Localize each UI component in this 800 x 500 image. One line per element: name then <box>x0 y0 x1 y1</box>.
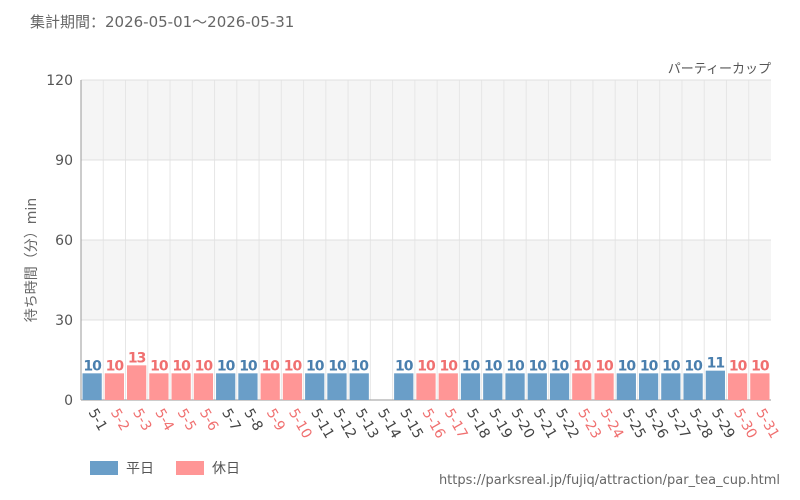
bar-value-label: 10 <box>328 358 347 374</box>
chart-title: パーティーカップ <box>668 62 771 77</box>
period-label: 集計期間：2026-05-01～2026-05-31 <box>30 13 295 31</box>
legend-label-holiday: 休日 <box>212 461 240 477</box>
bar <box>549 373 570 400</box>
legend-item-weekday: 平日 <box>90 458 154 478</box>
bar-value-label: 10 <box>529 358 548 374</box>
legend-label-weekday: 平日 <box>126 461 154 477</box>
y-tick-label: 0 <box>64 393 73 409</box>
bar-value-label: 10 <box>172 358 191 374</box>
bar <box>282 373 303 400</box>
bar <box>394 373 414 400</box>
bar <box>149 373 169 400</box>
bar-value-label: 10 <box>640 358 659 374</box>
bar <box>661 373 681 400</box>
x-tick-label: 5-8 <box>240 406 265 434</box>
bar <box>327 373 347 400</box>
bar <box>527 373 547 400</box>
x-tick-label: 5-5 <box>174 406 199 434</box>
bar <box>750 373 770 400</box>
y-axis-label: 待ち時間（分）min <box>24 198 40 322</box>
bar-value-label: 10 <box>506 358 525 374</box>
legend-item-holiday: 休日 <box>176 458 240 478</box>
bar <box>260 373 280 400</box>
bar <box>305 373 325 400</box>
bar-value-label: 10 <box>106 358 125 374</box>
x-tick-label: 5-9 <box>263 406 288 434</box>
bar-value-label: 10 <box>729 358 748 374</box>
bar-value-label: 10 <box>462 358 481 374</box>
x-tick-label: 5-6 <box>196 406 221 434</box>
bar <box>594 373 614 400</box>
bar <box>82 373 102 400</box>
bar <box>638 373 659 400</box>
bar <box>171 373 191 400</box>
y-tick-label: 120 <box>46 73 73 89</box>
x-tick-label: 5-7 <box>218 406 243 434</box>
bar-value-label: 10 <box>83 358 102 374</box>
bar-value-label: 10 <box>350 358 369 374</box>
bar-value-label: 10 <box>751 358 770 374</box>
bar-value-label: 10 <box>239 358 258 374</box>
bar <box>727 373 748 400</box>
bar-value-label: 10 <box>417 358 436 374</box>
bar <box>705 370 725 400</box>
bar-value-label: 10 <box>395 358 414 374</box>
bar-value-label: 10 <box>551 358 570 374</box>
bar <box>483 373 503 400</box>
x-tick-label: 5-31 <box>752 406 782 442</box>
y-tick-label: 90 <box>55 153 73 169</box>
legend: 平日 休日 <box>90 458 240 478</box>
x-tick-label: 5-2 <box>107 406 132 434</box>
bar-value-label: 10 <box>595 358 614 374</box>
bar <box>238 373 258 400</box>
bar <box>572 373 592 400</box>
plot-band <box>81 80 771 160</box>
bar-value-label: 10 <box>662 358 681 374</box>
y-tick-label: 30 <box>55 313 73 329</box>
bar-value-label: 10 <box>684 358 703 374</box>
legend-swatch-holiday <box>176 461 204 475</box>
bar-value-label: 10 <box>217 358 236 374</box>
y-tick-label: 60 <box>55 233 73 249</box>
x-tick-label: 5-1 <box>85 406 110 434</box>
x-tick-label: 5-3 <box>129 406 154 434</box>
plot-band <box>81 240 771 320</box>
bar-value-label: 10 <box>195 358 214 374</box>
bar-value-label: 10 <box>261 358 280 374</box>
bar <box>460 373 481 400</box>
bar-value-label: 10 <box>440 358 459 374</box>
bar-value-label: 13 <box>128 350 146 366</box>
bar-value-label: 10 <box>284 358 303 374</box>
bar-value-label: 10 <box>306 358 325 374</box>
wait-time-chart: 0 30 60 90 120 待ち時間（分）min パーティーカップ 10 5-1 10 5-2 13… <box>24 62 782 442</box>
bar <box>683 373 703 400</box>
bar <box>104 373 125 400</box>
legend-swatch-weekday <box>90 461 118 475</box>
bar-value-label: 10 <box>150 358 169 374</box>
x-tick-label: 5-4 <box>151 406 176 434</box>
bar <box>193 373 214 400</box>
bar-value-label: 10 <box>618 358 637 374</box>
source-link[interactable]: https://parksreal.jp/fujiq/attraction/pa… <box>438 473 780 488</box>
bar <box>505 373 525 400</box>
plot-band <box>81 160 771 240</box>
bar <box>416 373 436 400</box>
bar <box>438 373 458 400</box>
bar-value-label: 10 <box>484 358 503 374</box>
bar <box>127 365 147 400</box>
bar-value-label: 11 <box>707 356 725 372</box>
bar <box>349 373 369 400</box>
bar <box>216 373 236 400</box>
bar-value-label: 10 <box>573 358 592 374</box>
bar <box>616 373 636 400</box>
